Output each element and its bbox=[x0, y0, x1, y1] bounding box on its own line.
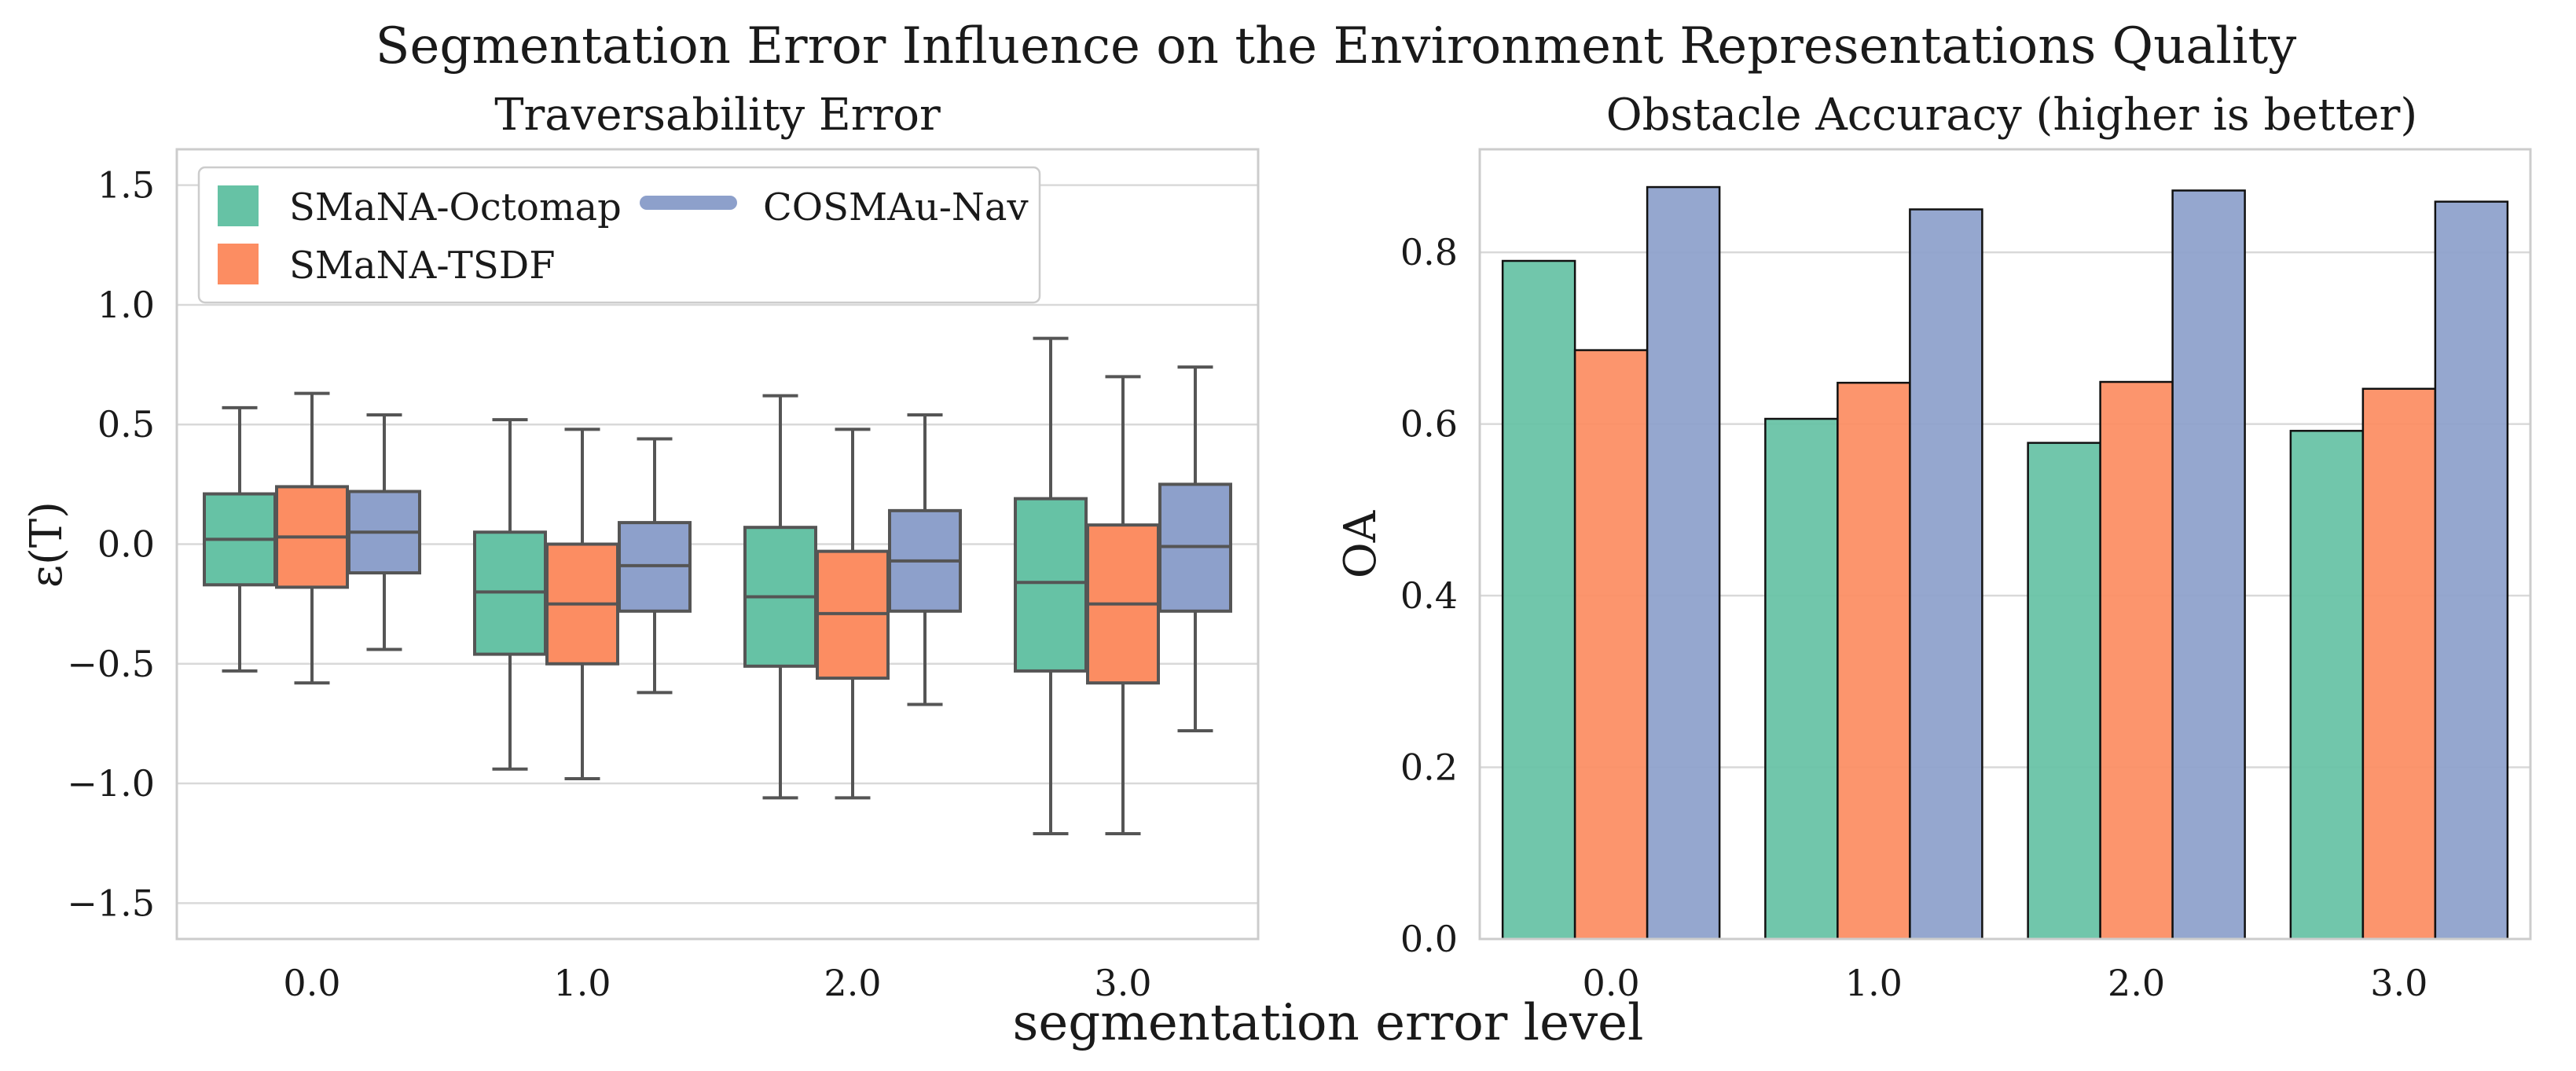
left-y-tick-label: 0.0 bbox=[97, 523, 155, 566]
bar-smana-tsdf-3-0 bbox=[2361, 387, 2437, 941]
box-smana-octomap-1-0 bbox=[473, 418, 547, 771]
right-y-tick-label: 0.0 bbox=[1400, 918, 1458, 960]
right-x-tick-label: 3.0 bbox=[2370, 962, 2427, 1004]
left-x-tick-labels: 0.0 1.0 2.0 3.0 bbox=[283, 962, 1151, 1004]
obstacle-accuracy-panel: Obstacle Accuracy (higher is better) 0.0… bbox=[1335, 90, 2532, 1004]
right-x-tick-label: 2.0 bbox=[2108, 962, 2165, 1004]
left-y-tick-label: −1.5 bbox=[67, 882, 155, 924]
bar-cosmau-nav-2-0 bbox=[2171, 189, 2246, 941]
box-cosmau-nav-3-0 bbox=[1158, 365, 1232, 733]
bar-cosmau-nav-3-0 bbox=[2434, 200, 2509, 941]
box-smana-octomap-2-0 bbox=[743, 394, 817, 800]
bar-smana-tsdf-2-0 bbox=[2099, 380, 2174, 941]
right-y-axis-label: OA bbox=[1335, 510, 1386, 578]
right-y-tick-labels: 0.0 0.2 0.4 0.6 0.8 bbox=[1400, 231, 1458, 960]
left-x-tick-label: 0.0 bbox=[283, 962, 340, 1004]
left-y-tick-label: −0.5 bbox=[67, 643, 155, 685]
left-y-tick-label: 1.0 bbox=[97, 284, 155, 326]
traversability-error-panel: Traversability Error −1.5 −1.0 −0.5 0.0 0.5 1… bbox=[21, 90, 1260, 1004]
left-axes-frame bbox=[175, 148, 1260, 941]
left-boxes bbox=[203, 336, 1232, 835]
bar-smana-octomap-3-0 bbox=[2289, 430, 2365, 941]
right-panel-title: Obstacle Accuracy (higher is better) bbox=[1606, 90, 2417, 141]
legend-label-smana-tsdf: SMaNA-TSDF bbox=[289, 244, 556, 288]
legend-label-cosmau-nav: COSMAu-Nav bbox=[763, 185, 1029, 229]
right-y-tick-label: 0.8 bbox=[1400, 231, 1458, 273]
legend-frame bbox=[197, 166, 1041, 304]
left-y-tick-label: 1.5 bbox=[97, 164, 155, 207]
bar-smana-octomap-2-0 bbox=[2027, 442, 2101, 941]
left-x-tick-label: 2.0 bbox=[824, 962, 881, 1004]
bar-cosmau-nav-1-0 bbox=[1909, 208, 1983, 941]
box-smana-octomap-3-0 bbox=[1014, 336, 1088, 835]
right-x-tick-label: 1.0 bbox=[1845, 962, 1903, 1004]
left-y-axis-label: ε(T) bbox=[21, 501, 72, 588]
bar-cosmau-nav-0-0 bbox=[1646, 185, 1721, 941]
box-smana-tsdf-1-0 bbox=[545, 427, 619, 780]
shared-x-axis-label: segmentation error level bbox=[1013, 994, 1644, 1052]
right-bars bbox=[1501, 185, 2509, 941]
bar-smana-octomap-0-0 bbox=[1501, 259, 1576, 941]
left-x-tick-label: 1.0 bbox=[553, 962, 611, 1004]
right-y-tick-label: 0.4 bbox=[1400, 574, 1458, 617]
right-axes-frame bbox=[1478, 148, 2532, 941]
box-cosmau-nav-0-0 bbox=[347, 413, 421, 651]
left-y-tick-labels: −1.5 −1.0 −0.5 0.0 0.5 1.0 1.5 bbox=[67, 164, 155, 925]
box-smana-tsdf-0-0 bbox=[275, 391, 349, 685]
box-cosmau-nav-1-0 bbox=[618, 437, 692, 695]
left-y-tick-label: −1.0 bbox=[67, 762, 155, 805]
bar-smana-octomap-1-0 bbox=[1764, 417, 1839, 941]
box-cosmau-nav-2-0 bbox=[888, 413, 962, 706]
bar-smana-tsdf-0-0 bbox=[1573, 349, 1649, 941]
bar-smana-tsdf-1-0 bbox=[1837, 381, 1911, 941]
suptitle: Segmentation Error Influence on the Envi… bbox=[376, 17, 2297, 75]
left-x-tick-label: 3.0 bbox=[1094, 962, 1151, 1004]
legend-swatch-smana-tsdf bbox=[218, 244, 259, 284]
legend-label-smana-octomap: SMaNA-Octomap bbox=[289, 185, 622, 229]
legend: SMaNA-Octomap SMaNA-TSDF COSMAu-Nav bbox=[197, 166, 1041, 304]
left-y-tick-label: 0.5 bbox=[97, 403, 155, 446]
right-y-tick-label: 0.6 bbox=[1400, 403, 1458, 446]
box-iqr bbox=[1014, 497, 1088, 673]
box-smana-octomap-0-0 bbox=[203, 405, 277, 673]
legend-swatch-smana-octomap bbox=[218, 185, 259, 226]
right-y-tick-label: 0.2 bbox=[1400, 746, 1458, 789]
right-x-tick-labels: 0.0 1.0 2.0 3.0 bbox=[1583, 962, 2428, 1004]
box-smana-tsdf-2-0 bbox=[816, 427, 890, 800]
right-x-tick-label: 0.0 bbox=[1583, 962, 1640, 1004]
left-panel-title: Traversability Error bbox=[494, 90, 941, 141]
box-smana-tsdf-3-0 bbox=[1086, 375, 1160, 835]
